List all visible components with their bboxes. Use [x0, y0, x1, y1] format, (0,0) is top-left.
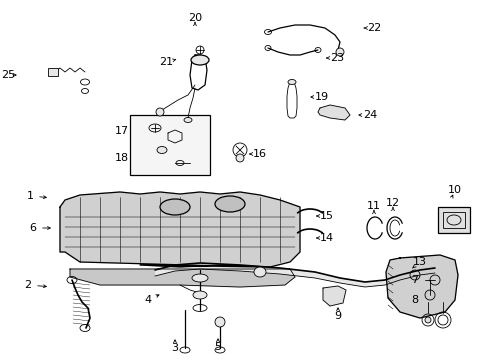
- Text: 6: 6: [29, 223, 37, 233]
- Text: 18: 18: [115, 153, 129, 163]
- Text: 2: 2: [24, 280, 32, 290]
- Text: 23: 23: [329, 53, 344, 63]
- Ellipse shape: [193, 291, 206, 299]
- Text: 4: 4: [144, 295, 151, 305]
- Polygon shape: [155, 263, 434, 287]
- Ellipse shape: [253, 267, 265, 277]
- Ellipse shape: [192, 274, 207, 282]
- Text: 5: 5: [214, 342, 221, 352]
- Text: 12: 12: [385, 198, 399, 208]
- Circle shape: [424, 317, 430, 323]
- Text: 7: 7: [410, 275, 418, 285]
- Bar: [130, 115, 209, 175]
- Text: 16: 16: [252, 149, 266, 159]
- Bar: [442, 212, 464, 228]
- Polygon shape: [385, 255, 457, 318]
- Text: 19: 19: [314, 92, 328, 102]
- Text: 17: 17: [115, 126, 129, 136]
- Ellipse shape: [160, 199, 190, 215]
- Bar: [48, 68, 58, 76]
- Polygon shape: [323, 286, 346, 306]
- Polygon shape: [70, 269, 294, 287]
- Text: 1: 1: [26, 191, 34, 201]
- Circle shape: [215, 317, 224, 327]
- Text: 22: 22: [366, 23, 380, 33]
- Ellipse shape: [183, 117, 192, 122]
- Circle shape: [156, 108, 163, 116]
- Text: 20: 20: [187, 13, 202, 23]
- Text: 14: 14: [319, 233, 333, 243]
- Polygon shape: [317, 105, 349, 120]
- Text: 13: 13: [412, 257, 426, 267]
- Circle shape: [335, 48, 343, 56]
- Text: 15: 15: [319, 211, 333, 221]
- Bar: [437, 207, 469, 233]
- Text: 11: 11: [366, 201, 380, 211]
- Circle shape: [236, 154, 244, 162]
- Text: 10: 10: [447, 185, 461, 195]
- Polygon shape: [60, 192, 299, 267]
- Text: 21: 21: [159, 57, 173, 67]
- Ellipse shape: [215, 196, 244, 212]
- Ellipse shape: [191, 55, 208, 65]
- Text: 25: 25: [1, 70, 15, 80]
- Text: 9: 9: [334, 311, 341, 321]
- Text: 8: 8: [410, 295, 418, 305]
- Text: 3: 3: [171, 343, 178, 353]
- Ellipse shape: [157, 147, 167, 153]
- Text: 24: 24: [362, 110, 376, 120]
- Ellipse shape: [287, 80, 295, 85]
